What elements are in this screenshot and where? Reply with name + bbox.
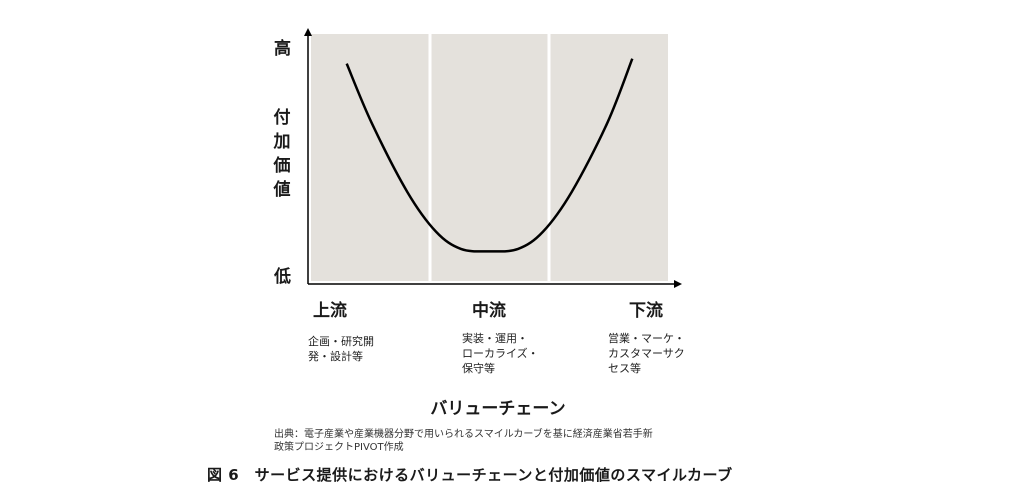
stage-desc-line: 企画・研究開 <box>308 335 374 348</box>
y-axis-title-char: 値 <box>273 180 291 200</box>
stage-desc-upstream: 企画・研究開 発・設計等 <box>308 334 374 364</box>
stage-label-upstream: 上流 <box>313 301 347 321</box>
y-axis-low-label: 低 <box>274 267 291 287</box>
stage-label-midstream: 中流 <box>472 301 506 321</box>
stage-panel <box>311 34 429 281</box>
stage-panel <box>431 34 548 281</box>
x-axis-title: バリューチェーン <box>430 399 566 419</box>
stage-desc-line: カスタマーサク <box>608 347 685 360</box>
y-axis-title: 付加価値 <box>270 106 294 202</box>
stage-desc-midstream: 実装・運用・ ローカライズ・ 保守等 <box>462 331 539 376</box>
figure-caption: 図 6 サービス提供におけるバリューチェーンと付加価値のスマイルカーブ <box>207 466 733 484</box>
stage-panel <box>550 34 668 281</box>
y-axis-title-char: 加 <box>273 132 291 152</box>
stage-label-downstream: 下流 <box>629 301 663 321</box>
stage-desc-line: セス等 <box>608 362 641 375</box>
stage-desc-line: 実装・運用・ <box>462 332 528 345</box>
source-note-line: 政策プロジェクトPIVOT作成 <box>274 442 404 453</box>
stage-desc-line: 保守等 <box>462 362 495 375</box>
stage-desc-line: ローカライズ・ <box>462 347 539 360</box>
source-note-line: 出典：電子産業や産業機器分野で用いられるスマイルカーブを基に経済産業省若手新 <box>274 429 653 440</box>
stage-desc-line: 営業・マーケ・ <box>608 332 685 345</box>
y-axis-title-char: 付 <box>273 108 291 128</box>
y-axis-title-char: 価 <box>273 156 291 176</box>
y-axis-high-label: 高 <box>274 39 291 59</box>
smile-curve-line <box>345 58 634 253</box>
source-note: 出典：電子産業や産業機器分野で用いられるスマイルカーブを基に経済産業省若手新 政… <box>274 428 653 454</box>
stage-desc-downstream: 営業・マーケ・ カスタマーサク セス等 <box>608 331 685 376</box>
stage-desc-line: 発・設計等 <box>308 350 363 363</box>
